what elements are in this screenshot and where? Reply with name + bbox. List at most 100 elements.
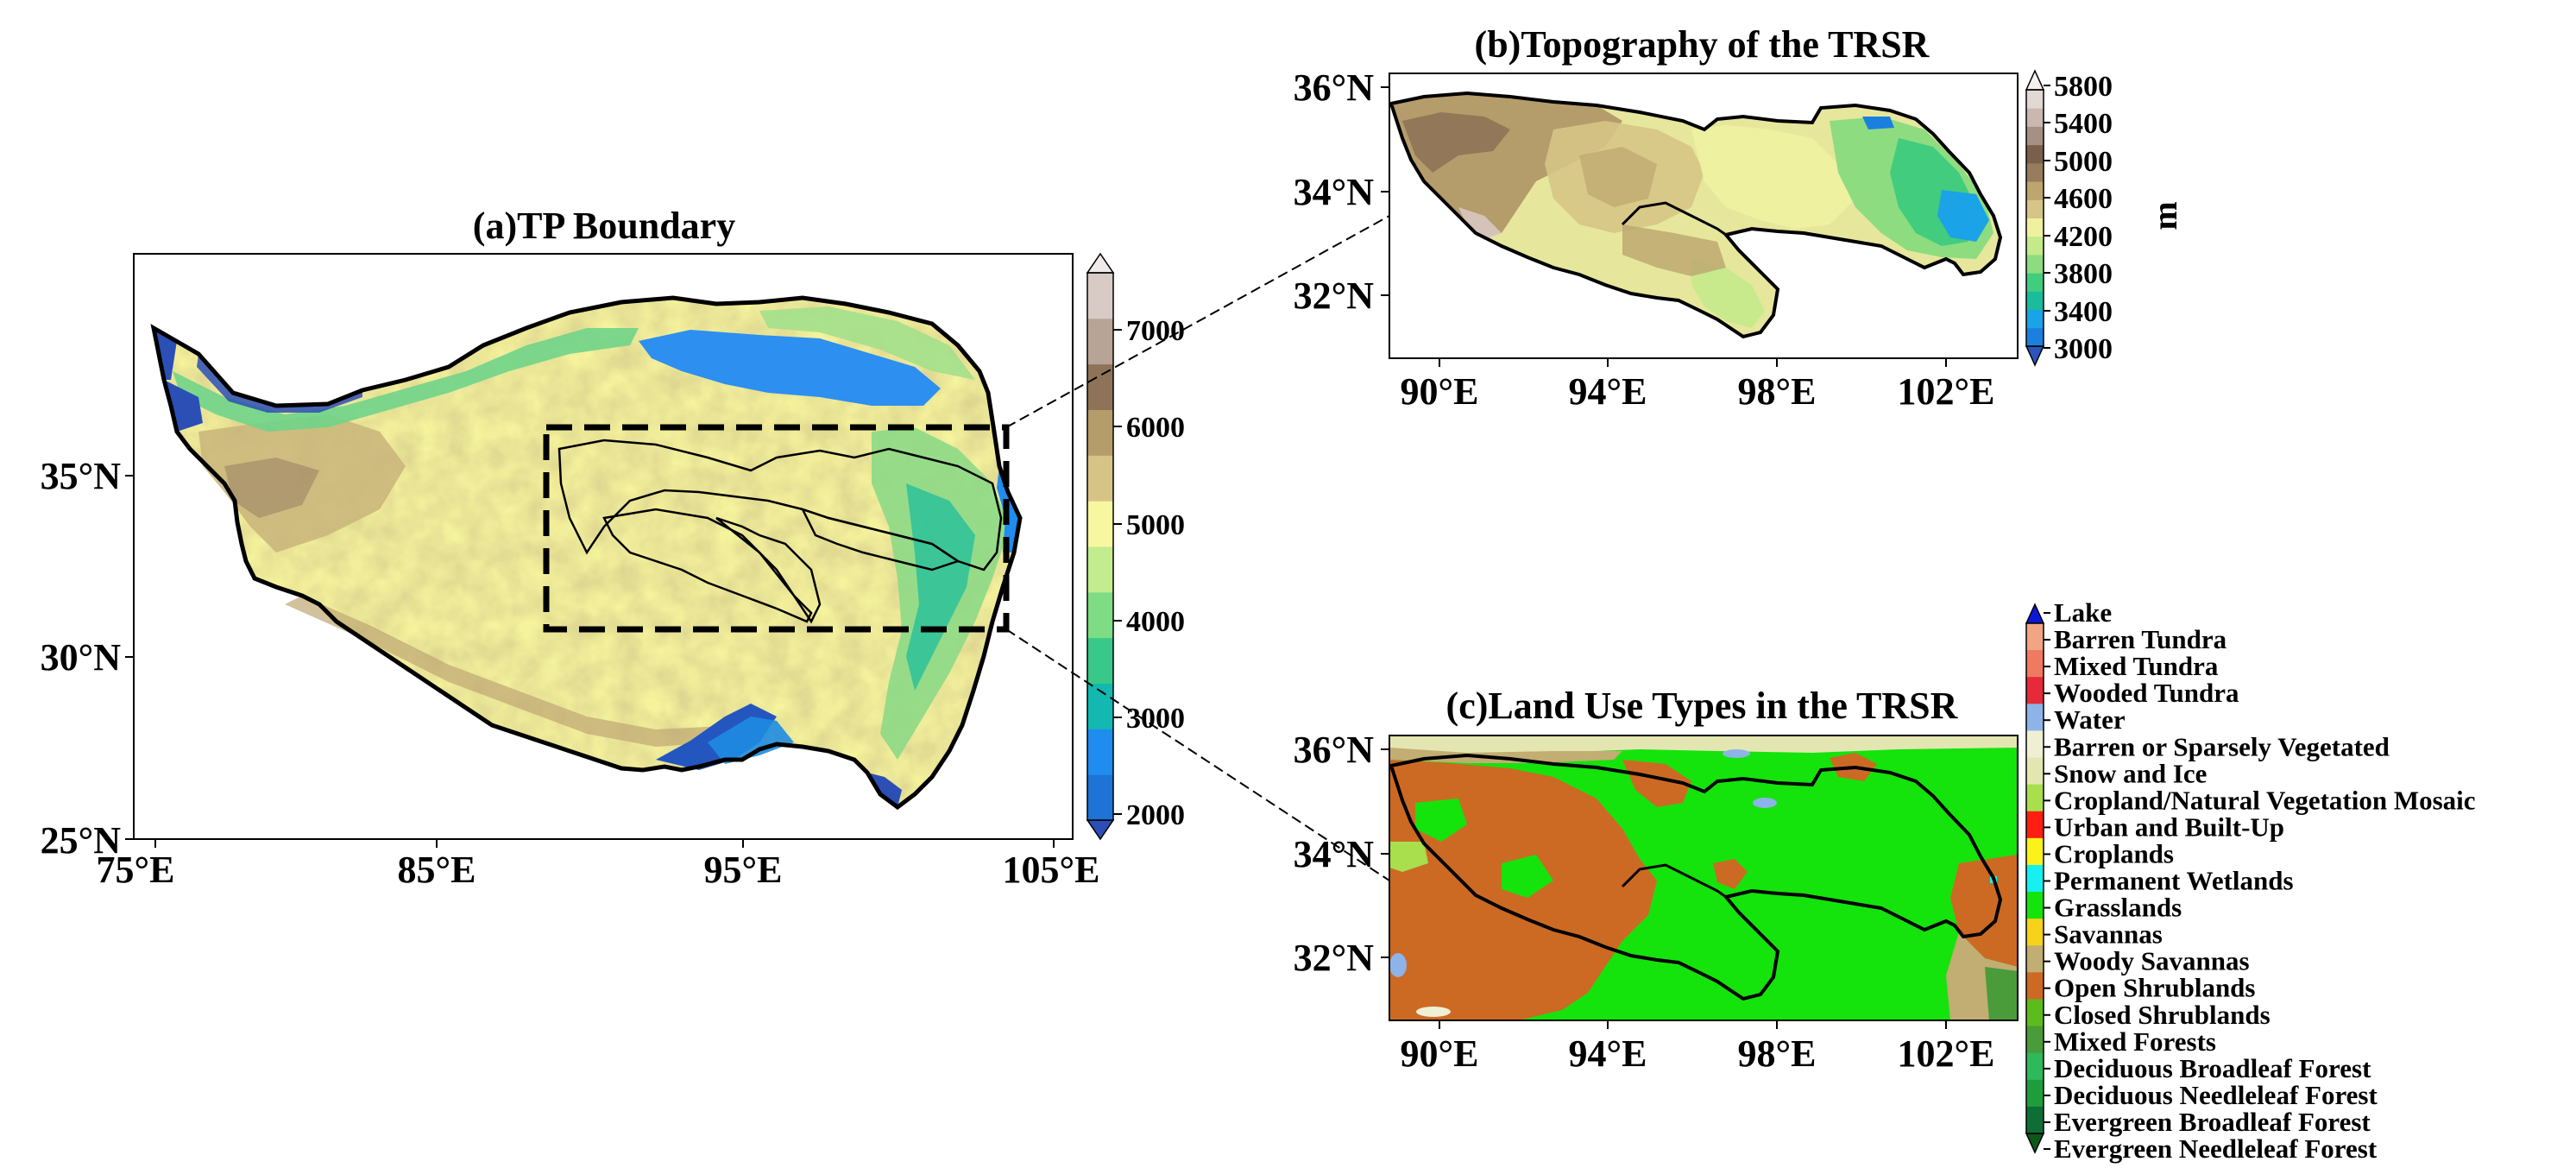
panel-b-colorbar-band	[2026, 327, 2044, 347]
landuse-label: Snow and Ice	[2054, 758, 2207, 788]
panel-a-colorbar-band	[1087, 591, 1113, 639]
landuse-label: Deciduous Broadleaf Forest	[2054, 1053, 2371, 1083]
landuse-label: Barren Tundra	[2054, 624, 2227, 654]
panel-c-xtick-1: 94°E	[1569, 1032, 1647, 1075]
panel-a-frame	[133, 253, 1074, 840]
landuse-label: Barren or Sparsely Vegetated	[2054, 731, 2390, 761]
panel-a-colorbar-band	[1087, 409, 1113, 456]
panel-a-title: (a)TP Boundary	[473, 205, 735, 247]
panel-b-xtick-0: 90°E	[1401, 370, 1479, 413]
panel-b-map	[1391, 93, 2000, 337]
panel-b-colorbar-band	[2026, 309, 2044, 329]
landuse-swatch	[2026, 650, 2044, 678]
trsr-basins-a	[557, 439, 1003, 624]
panel-b-cbtick-7: 5800	[2054, 71, 2113, 103]
panel-a-x-ticks	[154, 839, 1055, 848]
landuse-label: Mixed Tundra	[2054, 651, 2219, 681]
panel-c-ytick-1: 34°N	[1294, 833, 1375, 875]
panel-c-x-ticks	[1439, 1020, 1947, 1029]
panel-b-cbtick-5: 5000	[2054, 146, 2113, 178]
panel-c-ytick-2: 36°N	[1294, 729, 1375, 771]
panel-b-colorbar-extend-min	[2025, 345, 2045, 367]
landuse-label: Evergreen Needleleaf Forest	[2054, 1133, 2378, 1164]
panel-a-colorbar-band	[1087, 318, 1113, 365]
panel-c-xtick-0: 90°E	[1401, 1032, 1479, 1075]
trsr-subbasin-c	[1621, 863, 1727, 899]
landuse-swatch	[2026, 730, 2044, 759]
landuse-swatch	[2026, 837, 2044, 866]
panel-a-colorbar-band	[1087, 774, 1113, 821]
landuse-swatch	[2026, 864, 2044, 893]
panel-a-cbtick-3: 5000	[1126, 509, 1185, 541]
panel-a-colorbar-outline	[1086, 272, 1114, 821]
landuse-label: Water	[2054, 704, 2126, 735]
panel-b-colorbar-unit: m	[2145, 201, 2184, 230]
panel-c: (c)Land Use Types in the TRSR	[1294, 597, 2476, 1164]
panel-c-xtick-3: 102°E	[1898, 1032, 1995, 1075]
panel-b-colorbar-band	[2026, 90, 2044, 109]
panel-c-xtick-2: 98°E	[1738, 1032, 1817, 1075]
landuse-swatch	[2026, 623, 2044, 651]
panel-a-cbtick-4: 6000	[1126, 412, 1185, 444]
landuse-swatch	[2026, 999, 2044, 1027]
landuse-swatch	[2026, 1106, 2044, 1134]
panel-a-colorbar-band	[1087, 637, 1113, 684]
panel-b-title: (b)Topography of the TRSR	[1475, 23, 1930, 66]
landuse-extend-min	[2025, 1133, 2045, 1154]
landuse-swatch	[2026, 972, 2044, 1000]
landuse-swatch	[2026, 1052, 2044, 1081]
landuse-label: Croplands	[2054, 838, 2174, 868]
trsr-outline-c	[1389, 753, 2003, 1001]
panel-b-xtick-1: 94°E	[1569, 370, 1647, 413]
panel-b-colorbar-band	[2026, 108, 2044, 127]
panel-a-ytick-0: 25°N	[41, 819, 122, 862]
panel-b-colorbar-band	[2026, 181, 2044, 200]
panel-a-ytick-2: 35°N	[41, 455, 122, 497]
panel-b: (b)Topography of the TRSR	[1294, 23, 2184, 413]
landuse-extend-max	[2025, 603, 2045, 624]
panel-b-cbtick-0: 3000	[2054, 333, 2113, 365]
panel-a-cbtick-0: 2000	[1126, 799, 1185, 831]
landuse-label: Evergreen Broadleaf Forest	[2054, 1107, 2371, 1137]
trsr-outline-b	[1389, 91, 2003, 339]
trsr-subbasin-b	[1621, 201, 1727, 237]
panel-b-cbtick-4: 4600	[2054, 183, 2113, 215]
panel-a-xtick-0: 75°E	[97, 849, 175, 891]
panel-a-cbtick-2: 4000	[1126, 606, 1185, 638]
panel-b-colorbar-band	[2026, 273, 2044, 292]
panel-a-xtick-3: 105°E	[1003, 849, 1100, 891]
landuse-label: Closed Shrublands	[2054, 1000, 2271, 1030]
landuse-swatch	[2026, 811, 2044, 839]
connector-bottom	[1005, 628, 1390, 881]
panel-b-x-ticks	[1439, 358, 1947, 367]
landuse-label: Mixed Forests	[2054, 1026, 2216, 1057]
landuse-label: Cropland/Natural Vegetation Mosaic	[2054, 785, 2476, 815]
landuse-label: Open Shrublands	[2054, 973, 2255, 1003]
panel-c-frame	[1389, 735, 2019, 1021]
panel-c-title: (c)Land Use Types in the TRSR	[1446, 685, 1959, 727]
panel-a-colorbar	[1086, 252, 1115, 841]
landuse-label: Permanent Wetlands	[2054, 866, 2294, 896]
panel-a-ytick-1: 30°N	[41, 636, 122, 679]
panel-b-xtick-3: 102°E	[1898, 370, 1995, 413]
panel-a-colorbar-band	[1087, 546, 1113, 593]
panel-b-colorbar-extend-max	[2025, 69, 2045, 91]
landuse-colorbar-outline	[2025, 622, 2044, 1134]
landuse-label: Wooded Tundra	[2054, 678, 2239, 708]
panel-b-colorbar-outline	[2025, 89, 2044, 347]
panel-b-frame	[1389, 73, 2019, 359]
connector-top	[1005, 215, 1390, 428]
panel-a-colorbar-band	[1087, 455, 1113, 502]
panel-b-cbtick-6: 5400	[2054, 108, 2113, 140]
landuse-label: Urban and Built-Up	[2054, 811, 2284, 842]
panel-a-cbtick-5: 7000	[1126, 315, 1185, 347]
panel-b-colorbar-band	[2026, 218, 2044, 237]
panel-b-cbtick-1: 3400	[2054, 296, 2113, 328]
panel-a-colorbar-band	[1087, 729, 1113, 775]
panel-c-y-ticks	[1381, 748, 1389, 958]
panel-a: (a)TP Boundary	[41, 205, 1185, 891]
landuse-swatch	[2026, 1079, 2044, 1108]
panel-b-y-ticks	[1381, 86, 1389, 296]
landuse-label: Grasslands	[2054, 893, 2182, 923]
